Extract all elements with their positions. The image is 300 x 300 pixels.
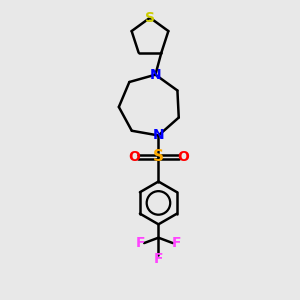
Text: F: F bbox=[136, 236, 146, 250]
Text: S: S bbox=[145, 11, 155, 25]
Text: O: O bbox=[177, 150, 189, 164]
Text: S: S bbox=[153, 149, 164, 164]
Text: N: N bbox=[150, 68, 161, 82]
Text: O: O bbox=[128, 150, 140, 164]
Text: F: F bbox=[172, 236, 181, 250]
Text: N: N bbox=[153, 128, 164, 142]
Text: F: F bbox=[154, 252, 163, 266]
